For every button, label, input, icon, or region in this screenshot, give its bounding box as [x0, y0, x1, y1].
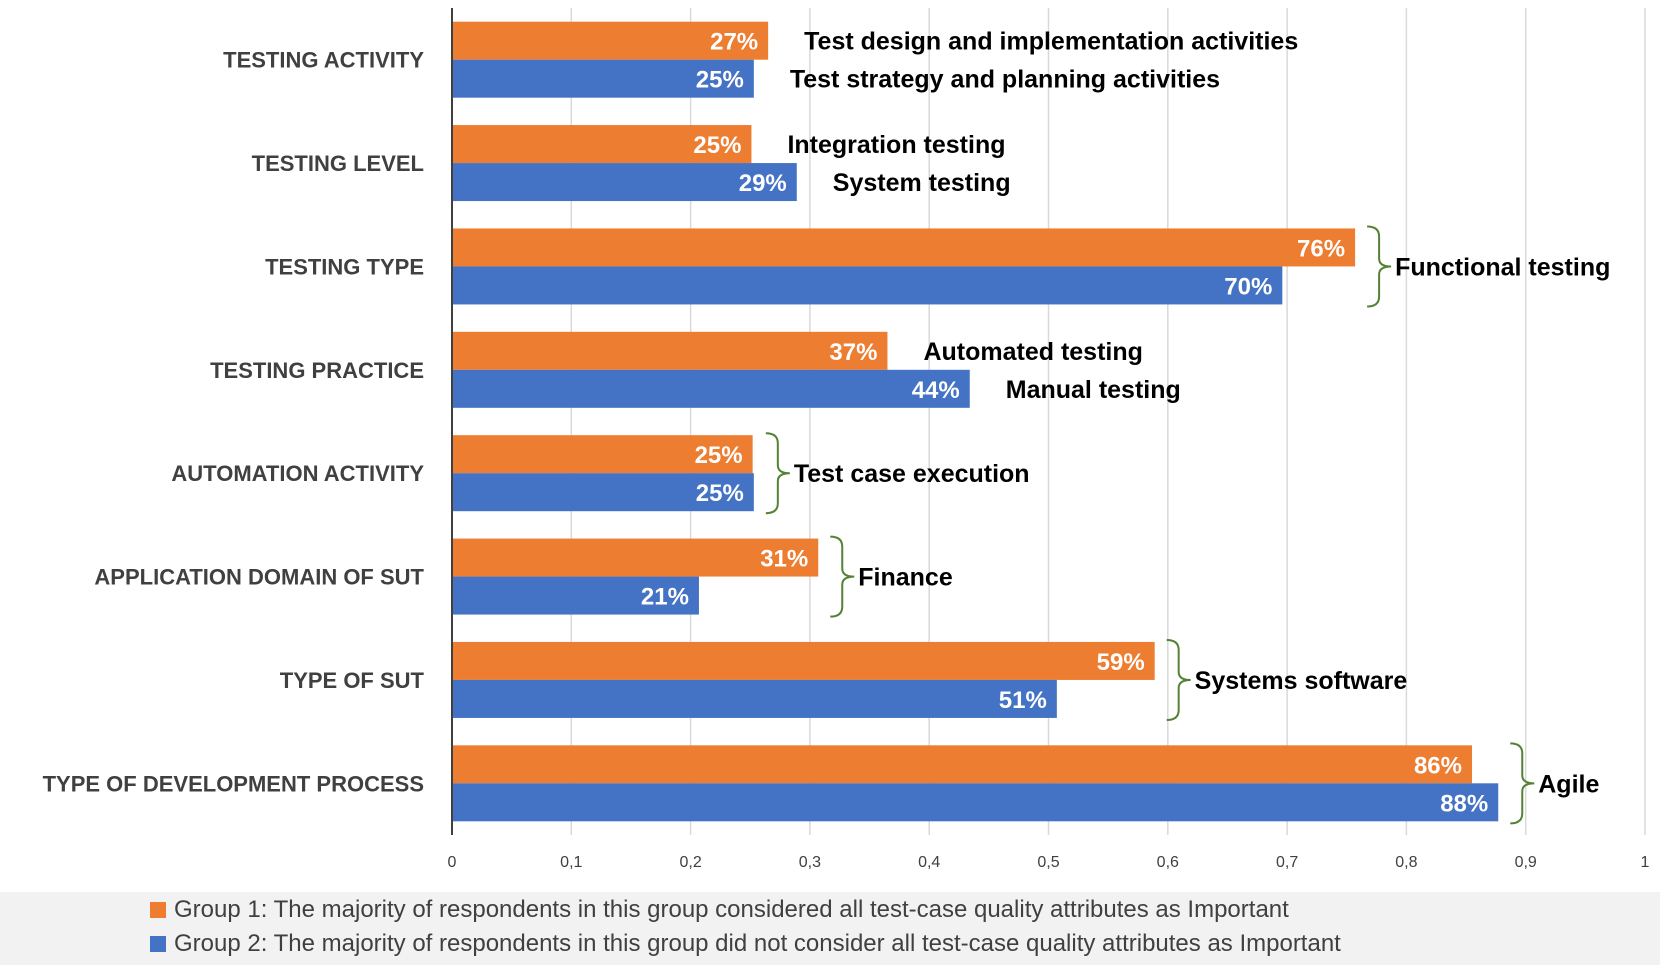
annotation-type-of-development-process: Agile [1538, 770, 1599, 798]
data-label-testing-type-group-1: 76% [1297, 235, 1345, 262]
annotation-testing-practice-group-2: Manual testing [1006, 376, 1181, 404]
bar-application-domain-of-sut-group-2 [453, 576, 699, 615]
legend: Group 1: The majority of respondents in … [0, 892, 1660, 965]
bar-type-of-development-process-group-2 [453, 783, 1499, 822]
x-tick-label: 0 [448, 854, 457, 871]
data-label-testing-level-group-2: 29% [739, 170, 787, 197]
x-tick-label: 0,3 [799, 854, 821, 871]
data-label-testing-practice-group-1: 37% [829, 339, 877, 366]
annotation-bracket-application-domain-of-sut [830, 535, 855, 618]
legend-swatch-group-1 [150, 902, 166, 918]
bar-type-of-sut-group-1 [453, 641, 1155, 680]
bar-type-of-sut-group-2 [453, 679, 1057, 718]
legend-item-group-1: Group 1: The majority of respondents in … [150, 896, 1289, 924]
category-label-testing-activity: TESTING ACTIVITY [223, 48, 424, 73]
data-label-application-domain-of-sut-group-2: 21% [641, 584, 689, 611]
annotation-application-domain-of-sut: Finance [858, 564, 953, 592]
data-label-type-of-sut-group-2: 51% [999, 687, 1047, 714]
legend-label-group-2: Group 2: The majority of respondents in … [174, 930, 1341, 957]
annotation-testing-level-group-2: System testing [833, 169, 1011, 197]
bar-testing-practice-group-1 [453, 331, 888, 370]
bar-testing-level-group-1 [453, 125, 752, 164]
data-label-application-domain-of-sut-group-1: 31% [760, 546, 808, 573]
legend-swatch-group-2 [150, 936, 166, 952]
data-label-testing-practice-group-2: 44% [912, 377, 960, 404]
annotation-testing-practice-group-1: Automated testing [923, 338, 1142, 366]
data-label-testing-activity-group-2: 25% [696, 67, 744, 94]
data-label-type-of-development-process-group-2: 88% [1440, 790, 1488, 817]
annotations: Test design and implementation activitie… [765, 28, 1610, 825]
axis-group: 0 0,1 0,2 0,3 0,4 0,5 0,6 0,7 0,8 0,9 1 [448, 8, 1650, 871]
category-label-type-of-sut: TYPE OF SUT [280, 668, 425, 693]
x-tick-label: 0,6 [1157, 854, 1179, 871]
data-label-type-of-sut-group-1: 59% [1097, 649, 1145, 676]
bar-type-of-development-process-group-1 [453, 745, 1473, 784]
annotation-testing-activity-group-1: Test design and implementation activitie… [804, 28, 1298, 56]
annotation-testing-level-group-1: Integration testing [787, 131, 1005, 159]
category-label-type-of-development-process: TYPE OF DEVELOPMENT PROCESS [43, 771, 424, 796]
data-label-type-of-development-process-group-1: 86% [1414, 752, 1462, 779]
annotation-automation-activity: Test case execution [794, 460, 1030, 488]
data-label-testing-level-group-1: 25% [693, 132, 741, 159]
value-labels: 27% 25% 25% 29% 76% 70% 37% 44% 25% 25% 31% 21% 59% 5… [641, 29, 1488, 818]
annotation-testing-activity-group-2: Test strategy and planning activities [790, 66, 1220, 94]
legend-item-group-2: Group 2: The majority of respondents in … [150, 930, 1341, 958]
annotation-bracket-type-of-sut [1166, 638, 1191, 721]
data-label-testing-type-group-2: 70% [1224, 273, 1272, 300]
x-tick-label: 0,4 [918, 854, 940, 871]
bars-group [453, 21, 1499, 822]
legend-label-group-1: Group 1: The majority of respondents in … [174, 896, 1289, 923]
category-label-application-domain-of-sut: APPLICATION DOMAIN OF SUT [94, 565, 424, 590]
bar-testing-activity-group-1 [453, 21, 769, 60]
category-labels: TESTING ACTIVITY TESTING LEVEL TESTING TYP… [43, 48, 425, 797]
annotation-bracket-testing-type [1367, 225, 1392, 308]
data-label-testing-activity-group-1: 27% [710, 29, 758, 56]
bar-chart: 0 0,1 0,2 0,3 0,4 0,5 0,6 0,7 0,8 0,9 1 TESTING AC… [43, 8, 1650, 871]
x-tick-label: 0,2 [679, 854, 701, 871]
x-tick-label: 0,9 [1515, 854, 1537, 871]
bar-testing-level-group-2 [453, 163, 797, 202]
x-tick-label: 0,7 [1276, 854, 1298, 871]
annotation-type-of-sut: Systems software [1195, 667, 1408, 695]
x-tick-label: 1 [1641, 854, 1650, 871]
category-label-automation-activity: AUTOMATION ACTIVITY [171, 461, 424, 486]
annotation-bracket-automation-activity [765, 432, 790, 515]
bar-testing-type-group-2 [453, 266, 1283, 305]
category-label-testing-practice: TESTING PRACTICE [210, 358, 424, 383]
annotation-testing-type: Functional testing [1395, 253, 1610, 281]
bar-testing-activity-group-2 [453, 59, 754, 98]
annotation-bracket-type-of-development-process [1510, 742, 1535, 825]
data-label-automation-activity-group-1: 25% [695, 442, 743, 469]
bar-application-domain-of-sut-group-1 [453, 538, 819, 577]
data-label-automation-activity-group-2: 25% [696, 480, 744, 507]
category-label-testing-type: TESTING TYPE [265, 254, 424, 279]
category-label-testing-level: TESTING LEVEL [252, 151, 424, 176]
bar-automation-activity-group-2 [453, 473, 754, 512]
x-tick-label: 0,5 [1037, 854, 1059, 871]
bar-automation-activity-group-1 [453, 435, 753, 474]
x-tick-label: 0,8 [1395, 854, 1417, 871]
bar-testing-type-group-1 [453, 228, 1356, 267]
bar-testing-practice-group-2 [453, 369, 970, 408]
x-tick-label: 0,1 [560, 854, 582, 871]
